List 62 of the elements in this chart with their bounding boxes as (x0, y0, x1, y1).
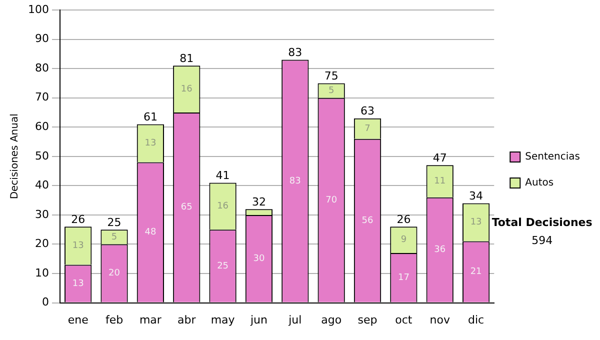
data-label: 65 (180, 202, 192, 213)
total-label: 47 (432, 152, 447, 165)
x-tick-label: may (210, 313, 236, 326)
x-tick-label: jul (288, 313, 302, 326)
data-label: 13 (470, 218, 482, 228)
y-tick-label: 20 (34, 237, 49, 250)
data-label: 16 (180, 84, 193, 94)
data-label: 70 (326, 195, 338, 206)
x-tick-label: oct (395, 313, 413, 326)
data-label: 13 (72, 278, 84, 289)
data-label: 5 (328, 86, 334, 96)
data-label: 7 (364, 124, 370, 134)
data-label: 83 (289, 176, 301, 186)
x-tick-label: jun (249, 313, 268, 326)
x-tick-label: mar (139, 313, 162, 326)
data-label: 5 (111, 232, 118, 242)
total-label: 34 (469, 190, 484, 203)
total-label: 26 (71, 213, 86, 226)
data-label: 20 (108, 268, 120, 279)
total-label: 83 (288, 46, 302, 60)
x-tick-label: ago (321, 313, 342, 326)
data-label: 13 (144, 138, 156, 149)
total-label: 63 (360, 104, 375, 118)
legend-label: Sentencias (525, 152, 580, 163)
data-label: 36 (434, 245, 446, 256)
x-tick-label: ene (68, 313, 89, 326)
total-label: 61 (143, 110, 158, 124)
legend-label: Autos (525, 178, 554, 189)
x-tick-label: feb (105, 313, 124, 326)
x-tick-label: sep (358, 313, 378, 326)
annotation: Total Decisiones (492, 216, 593, 229)
data-label: 21 (470, 267, 482, 278)
total-label: 25 (107, 216, 122, 229)
total-label: 41 (216, 169, 230, 182)
y-tick-label: 90 (34, 32, 49, 46)
data-label: 25 (217, 261, 229, 272)
data-label: 17 (398, 273, 410, 284)
total-label: 26 (396, 213, 411, 226)
y-tick-label: 80 (34, 61, 49, 74)
data-label: 48 (144, 228, 156, 238)
x-tick-label: nov (430, 313, 450, 326)
y-tick-label: 10 (34, 266, 49, 280)
total-label: 75 (324, 70, 338, 83)
data-label: 9 (400, 235, 407, 246)
x-tick-label: dic (468, 313, 484, 326)
data-label: 11 (434, 176, 446, 187)
y-tick-label: 100 (28, 2, 49, 16)
y-axis-title: Decisiones Anual (10, 114, 21, 200)
total-label: 81 (180, 52, 194, 65)
y-tick-label: 60 (34, 120, 49, 133)
y-tick-label: 40 (34, 178, 49, 192)
y-tick-label: 0 (42, 296, 49, 309)
data-label: 30 (253, 254, 265, 264)
x-tick-label: abr (177, 313, 196, 326)
y-tick-label: 50 (34, 149, 49, 162)
data-label: 16 (217, 202, 229, 212)
y-tick-label: 70 (34, 90, 49, 104)
data-label: 56 (362, 216, 374, 226)
total-label: 32 (252, 195, 266, 208)
y-tick-label: 30 (34, 208, 49, 221)
data-label: 13 (72, 241, 84, 252)
text: 594 (532, 234, 553, 247)
